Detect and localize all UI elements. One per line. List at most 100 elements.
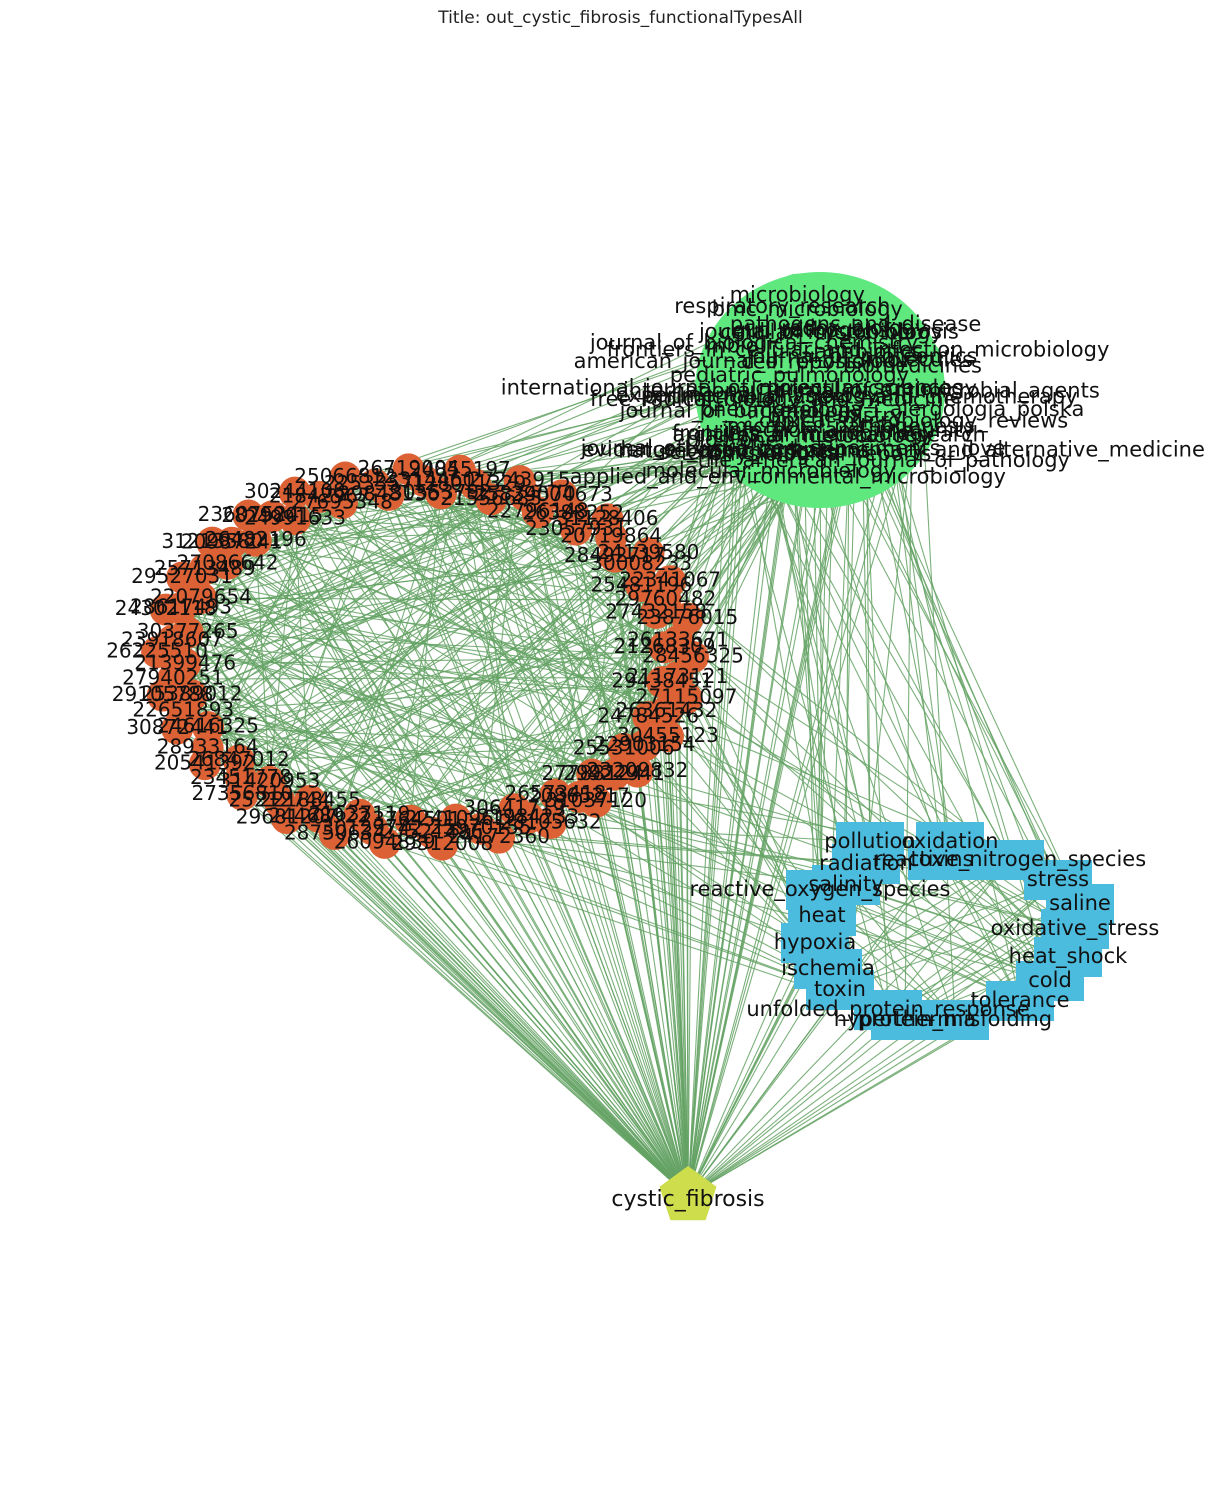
edge-paper-paper [440,492,669,737]
edge-paper-paper [207,484,476,749]
edge-paper-paper [388,494,515,810]
edge-paper-paper [271,516,457,820]
journal-node [861,439,906,484]
edge-journal-disease [687,395,748,1197]
journal-label: antimicrobial_agents_and_chemotherapy [645,385,1077,410]
journal-label: microbial_pathogenesis [727,414,975,439]
paper-label: 21556683 [440,486,542,510]
journal-label: biomedicines [843,354,982,378]
edge-paper-journal [187,435,814,634]
journal-label: clinical_microbiology_reviews [759,409,1068,434]
edge-journal-disease [687,411,743,1197]
journal-label: molecules [867,347,974,371]
edge-paper-paper [171,640,615,776]
edge-paper-paper [248,515,457,820]
paper-node [185,582,218,615]
paper-label: 26094839 [334,829,436,853]
edge-paper-disease [474,484,689,1197]
paper-label: 28492717 [564,543,666,567]
edge-stress-stress [819,889,1051,982]
edge-paper-paper [248,514,642,587]
edge-paper-disease [623,749,689,1197]
edge-paper-stress [408,469,829,970]
edge-paper-paper [272,515,612,538]
paper-label: 31213580 [161,529,263,553]
journal-label: molecular_microbiology [646,458,896,483]
journal-label: pathogens_and_disease [730,312,981,337]
journal-label: gut_pathogens [733,318,889,343]
edge-paper-paper [318,612,657,818]
paper-node [560,513,593,546]
paper-label: 29681207 [236,805,338,829]
edge-stress-disease [687,928,1076,1197]
paper-node [521,496,554,529]
journal-label: j_clinical_microbiology [695,423,931,448]
edge-paper-disease [341,502,689,1197]
journal-label: antibiotics [814,340,923,364]
paper-label: 26719004 [358,456,460,480]
journal-label: redox_biology [781,316,927,341]
stress-label: reactive_nitrogen_species [874,847,1146,872]
edge-paper-paper [268,494,390,783]
journal-label: experimental_physiology [616,383,879,408]
stress-node [871,1000,939,1040]
node-layer [141,272,1114,1221]
paper-label: 29760482 [615,587,717,611]
journal-node [732,321,777,366]
journal-label: archives_of_medical_research [672,422,985,447]
edge-paper-paper [591,585,642,775]
paper-label: 24991633 [244,506,346,530]
paper-node [372,478,405,511]
paper-label: 25713489 [154,556,256,580]
edge-paper-stress [162,695,1076,930]
edge-paper-paper [227,563,311,802]
paper-label: 22079654 [150,585,252,609]
paper-label: 24172360 [448,824,550,848]
journal-label: cellular_microbiology [720,320,943,345]
paper-label: 28933164 [157,735,259,759]
edge-paper-paper [248,514,679,642]
paper-label: 25531006 [573,736,675,760]
paper-label: 31420953 [219,768,321,792]
edge-stress-disease [687,1019,906,1197]
edge-paper-paper [279,564,642,802]
paper-label: 20987241 [181,529,283,553]
edge-paper-paper [162,518,608,697]
paper-label: 29922941 [563,761,665,785]
journal-label: evidence-based_complementary_and_alterna… [582,437,1205,462]
stress-label: protein_misfolding [858,1007,1052,1032]
edge-paper-disease [686,618,689,1197]
edge-paper-paper [440,493,615,775]
journal-label: nature_communications [618,438,871,463]
journal-label: american_journal_of_physiology [574,349,910,374]
edge-paper-paper [423,480,649,718]
stress-label: cold [1028,968,1072,992]
paper-label: 29438451 [611,669,713,693]
edge-journal-disease [687,435,830,1197]
edge-stress-disease [687,968,829,1197]
paper-label: 29105788 [112,682,214,706]
edge-journal-stress [770,471,1051,982]
paper-node [278,476,311,509]
paper-label: 30244108 [244,479,346,503]
paper-label: 27115097 [636,685,738,709]
paper-node [253,765,286,798]
paper-label: 26361432 [616,698,718,722]
edge-paper-paper [388,494,538,513]
edge-paper-disease [554,794,689,1197]
edge-paper-disease [309,800,689,1197]
paper-node [239,524,272,557]
paper-label: 27940251 [122,666,224,690]
edge-paper-paper [341,502,642,566]
journal-label: the_american_journal_of_pathology [698,448,1070,473]
paper-label: 31037120 [545,788,647,812]
edge-paper-paper [294,492,667,713]
paper-label: 27521486 [381,819,483,843]
paper-label: 25212744 [229,788,331,812]
edge-paper-paper [498,564,642,838]
edge-paper-paper [409,493,442,821]
edge-paper-paper [156,494,563,653]
label-layer: 2845632521173121294384512711509726361432… [106,283,1205,1212]
paper-label: 31128406 [557,506,659,530]
